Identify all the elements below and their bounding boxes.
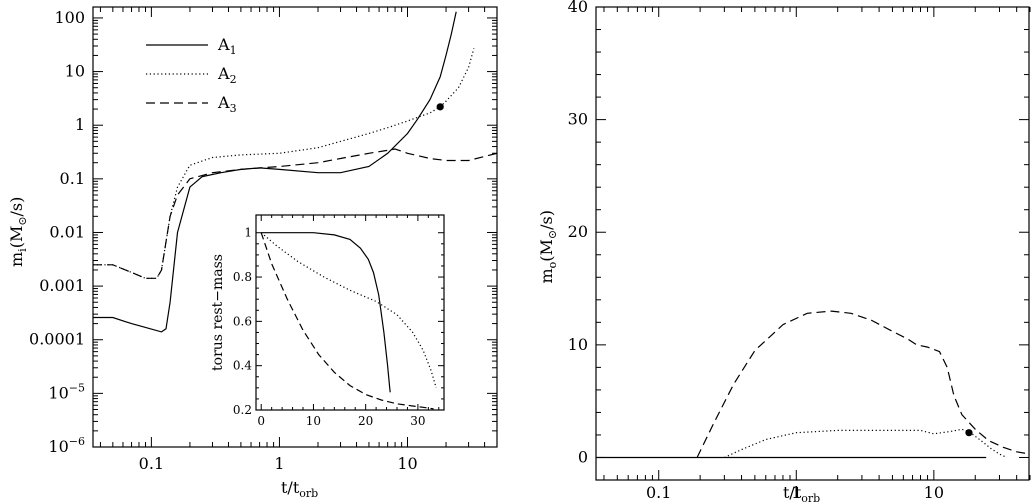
inset-y-tick-label: 0.8 [233, 270, 252, 284]
right-series-a3 [696, 310, 1030, 458]
inset-x-tick-label: 0 [257, 414, 265, 428]
left-y-tick-label: 1 [75, 115, 85, 134]
left-y-tick-label: 10 [65, 62, 85, 81]
left-series-a3 [93, 148, 497, 279]
inset-plot-frame [255, 214, 445, 411]
inset-series-a3 [260, 232, 434, 410]
right-y-tick-label: 40 [568, 0, 588, 16]
right-x-tick-label: 0.1 [646, 483, 671, 502]
right-y-tick-label: 20 [568, 222, 588, 241]
legend-label-a2: A2 [217, 64, 237, 86]
inset-x-tick-label: 30 [410, 414, 425, 428]
left-marker-point [436, 103, 444, 111]
left-x-tick-label: 0.1 [139, 454, 164, 473]
left-series-group [93, 11, 497, 333]
inset-y-tick-label: 0.2 [233, 403, 252, 417]
left-plot-frame [92, 6, 498, 448]
left-y-tick-label: 10−5 [48, 381, 85, 402]
legend-label-a1: A1 [217, 35, 237, 57]
right-x-axis-label: t/torb [783, 483, 820, 502]
inset-y-tick-label: 0.4 [233, 359, 252, 373]
legend-label-a3: A3 [217, 93, 237, 115]
left-y-tick-label: 0.001 [39, 276, 85, 295]
right-y-tick-label: 30 [568, 110, 588, 129]
right-x-tick-label: 1 [791, 483, 801, 502]
left-y-tick-label: 100 [54, 8, 85, 27]
left-y-tick-label: 0.01 [49, 222, 85, 241]
inset-series-group [260, 232, 437, 410]
inset-y-tick-label: 1 [244, 226, 252, 240]
right-marker-point [965, 429, 973, 437]
right-plot-frame [595, 6, 1030, 481]
left-y-tick-label: 0.1 [60, 169, 85, 188]
right-y-tick-label: 0 [578, 447, 588, 466]
left-x-tick-label: 1 [274, 454, 284, 473]
right-x-tick-label: 10 [924, 483, 944, 502]
left-series-a1 [93, 11, 457, 333]
left-y-axis-label: mi(M⊙/s) [7, 197, 29, 267]
left-y-tick-label: 10−6 [48, 435, 85, 456]
inset-y-axis-label: torus rest−mass [210, 254, 226, 371]
right-y-axis-label: mo(M⊙/s) [537, 210, 559, 283]
right-series-group [596, 310, 1030, 459]
left-x-tick-label: 10 [397, 454, 417, 473]
left-panel-mass-accretion-rate: 0.1 1 101001010.10.010.0010.000110−510−6t/… [7, 6, 498, 500]
left-y-tick-label: 0.0001 [29, 330, 85, 349]
inset-series-a2 [260, 232, 437, 388]
left-series-a2 [93, 48, 475, 279]
inset-y-tick-label: 0.6 [233, 314, 252, 328]
inset-x-tick-label: 10 [306, 414, 321, 428]
right-series-a2 [724, 428, 1008, 459]
inset-x-tick-label: 20 [358, 414, 373, 428]
left-x-axis-label: t/torb [281, 478, 318, 500]
right-panel-mass-outflow-rate: 0.1 1 10 0 10 20 30 40 t/torb mo(M⊙/s) [537, 0, 1031, 502]
right-y-tick-label: 10 [568, 335, 588, 354]
inset-series-a1 [261, 232, 391, 393]
